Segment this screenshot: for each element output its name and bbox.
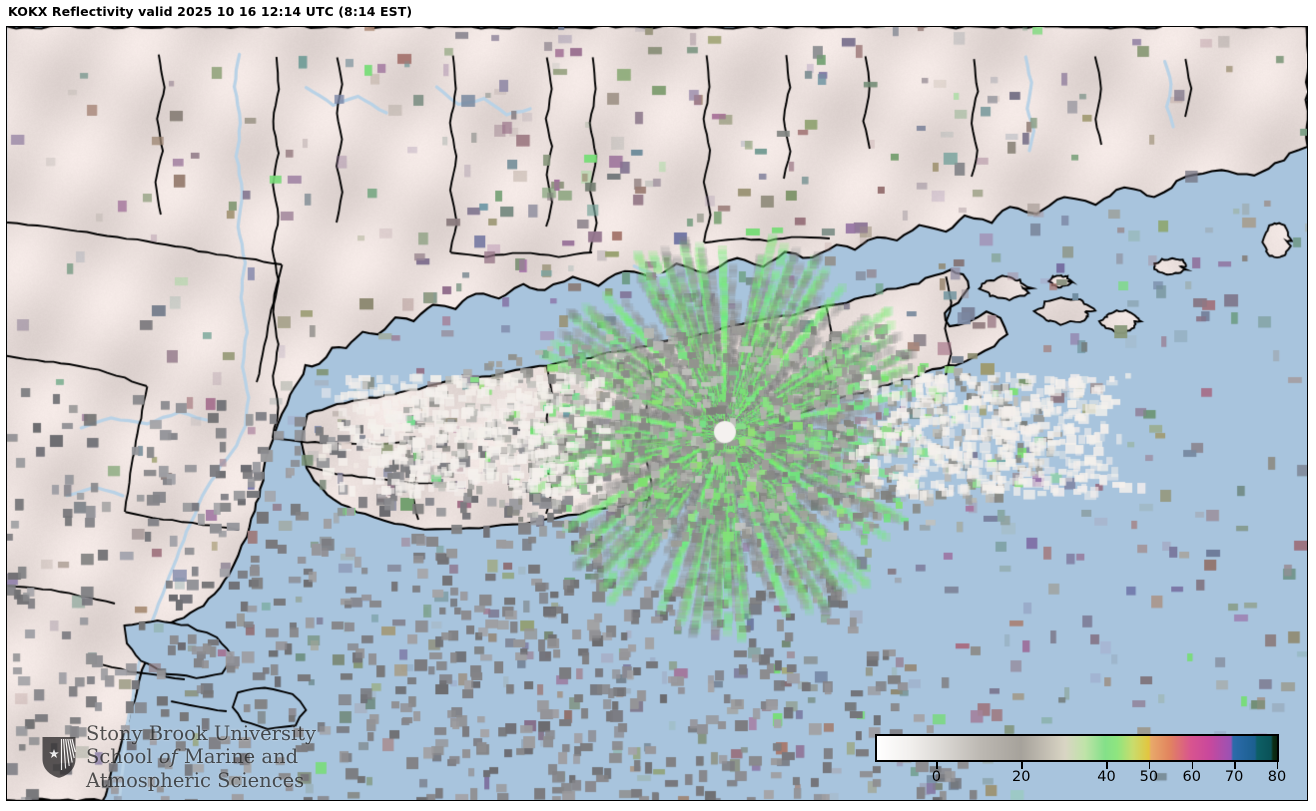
colorbar-tick-label: 50 bbox=[1139, 769, 1159, 785]
header-bar: KOKX Reflectivity valid 2025 10 16 12:14… bbox=[0, 0, 1316, 26]
colorbar-ticks: 0 20 40 50 60 70 80 bbox=[875, 762, 1286, 792]
colorbar-tick-label: 0 bbox=[931, 769, 942, 785]
colorbar-tick-label: 40 bbox=[1097, 769, 1116, 785]
colorbar: 0 20 40 50 60 70 80 bbox=[875, 734, 1286, 794]
colorbar-tick-label: 60 bbox=[1182, 769, 1201, 785]
colorbar-tick-label: 70 bbox=[1224, 769, 1244, 785]
colorbar-tick bbox=[1276, 762, 1279, 769]
colorbar-tick bbox=[1191, 762, 1194, 769]
radar-reflectivity-layer bbox=[7, 27, 1307, 800]
colorbar-tick bbox=[1148, 762, 1151, 769]
page-title: KOKX Reflectivity valid 2025 10 16 12:14… bbox=[8, 4, 413, 19]
colorbar-tick-label: 20 bbox=[1012, 769, 1031, 785]
colorbar-gradient bbox=[877, 736, 1277, 760]
colorbar-tick bbox=[936, 762, 938, 769]
colorbar-tick bbox=[1234, 762, 1236, 769]
colorbar-tick bbox=[1021, 762, 1023, 769]
colorbar-gradient-box bbox=[875, 734, 1279, 762]
colorbar-tick-label: 80 bbox=[1267, 769, 1287, 785]
colorbar-tick bbox=[1106, 762, 1108, 769]
radar-map[interactable]: Stony Brook University School of Marine … bbox=[6, 26, 1308, 801]
